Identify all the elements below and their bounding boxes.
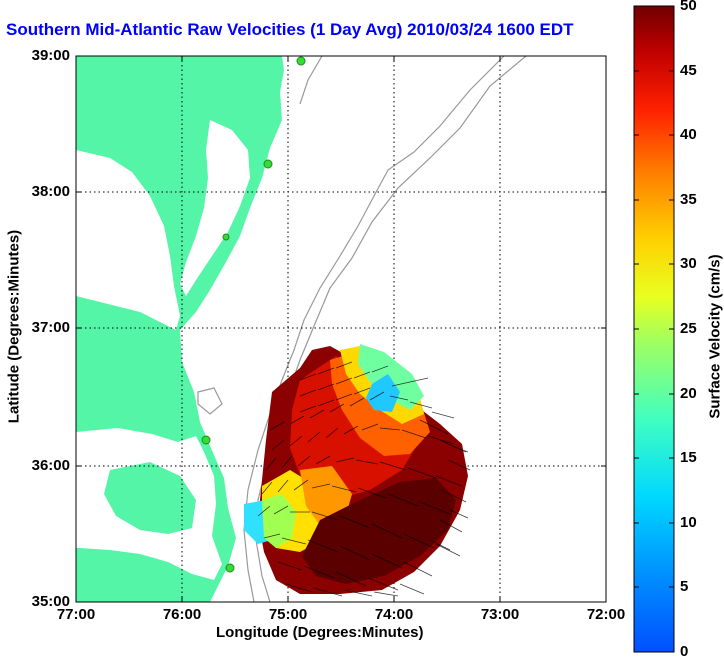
colorbar-ticks [634,5,674,653]
colorbar [633,5,675,653]
station-marker [222,233,230,241]
station-marker [263,159,273,169]
colorbar-tick-label: 15 [680,449,697,466]
colorbar-tick-label: 20 [680,385,697,402]
x-tick-label: 74:00 [374,606,414,623]
x-tick-label: 75:00 [268,606,308,623]
velocity-arrows [257,361,471,597]
colorbar-tick-label: 0 [680,643,689,660]
plot-frame [75,55,607,603]
x-axis-label: Longitude (Degrees:Minutes) [216,624,424,641]
colorbar-tick-label: 50 [680,0,697,14]
x-tick-label: 77:00 [56,606,96,623]
x-tick-label: 72:00 [586,606,626,623]
velocity-field [244,344,468,594]
delmarva-bay [180,120,250,296]
station-marker [225,563,235,573]
y-tick-label: 38:00 [31,183,70,200]
colorbar-tick-label: 45 [680,62,697,79]
y-tick-label: 39:00 [31,47,70,64]
colorbar-tick-label: 5 [680,578,689,595]
station-marker [296,56,306,66]
map-title: Southern Mid-Atlantic Raw Velocities (1 … [6,20,574,39]
axis-ticks [76,56,606,602]
colorbar-tick-label: 30 [680,255,697,272]
colorbar-tick-label: 25 [680,320,697,337]
y-axis-label: Latitude (Degrees:Minutes) [5,229,23,424]
coastal-stations [201,56,306,573]
chesapeake-bay [76,150,180,330]
colorbar-label: Surface Velocity (cm/s) [706,254,724,419]
x-tick-label: 73:00 [480,606,520,623]
inner-bay [104,462,196,534]
colorbar-tick-label: 10 [680,514,697,531]
colorbar-tick-label: 40 [680,126,697,143]
y-tick-label: 35:00 [31,593,70,610]
x-tick-label: 76:00 [162,606,202,623]
y-tick-label: 37:00 [31,319,70,336]
y-tick-label: 36:00 [31,457,70,474]
station-marker [201,435,211,445]
colorbar-tick-label: 35 [680,191,697,208]
